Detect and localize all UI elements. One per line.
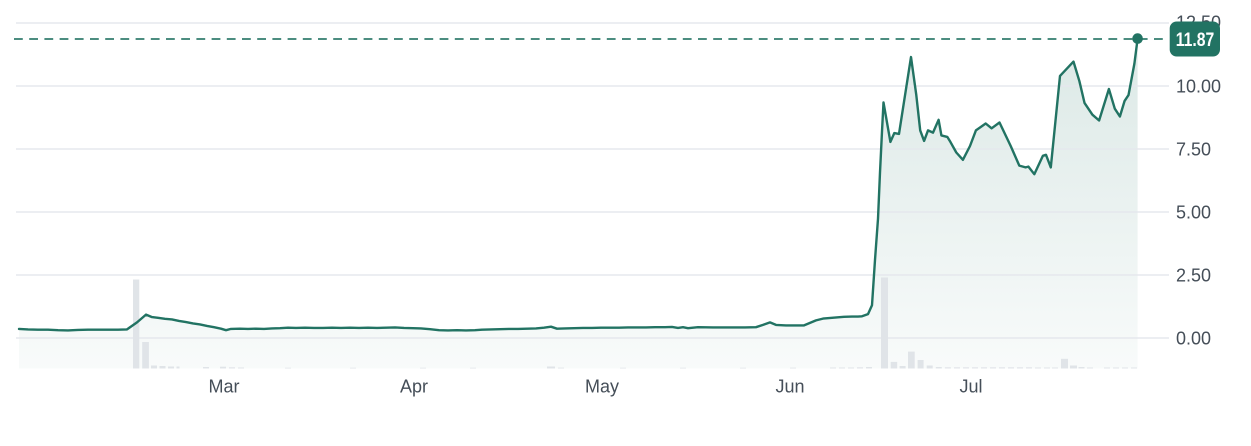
svg-text:0.00: 0.00	[1176, 328, 1211, 348]
svg-text:2.50: 2.50	[1176, 265, 1211, 285]
svg-text:10.00: 10.00	[1176, 76, 1221, 96]
svg-text:Jul: Jul	[959, 377, 982, 397]
svg-text:May: May	[585, 377, 619, 397]
svg-text:11.87: 11.87	[1176, 30, 1215, 51]
svg-text:Jun: Jun	[775, 377, 804, 397]
svg-text:7.50: 7.50	[1176, 139, 1211, 159]
svg-text:Apr: Apr	[400, 377, 428, 397]
svg-text:5.00: 5.00	[1176, 202, 1211, 222]
svg-text:Mar: Mar	[209, 377, 240, 397]
